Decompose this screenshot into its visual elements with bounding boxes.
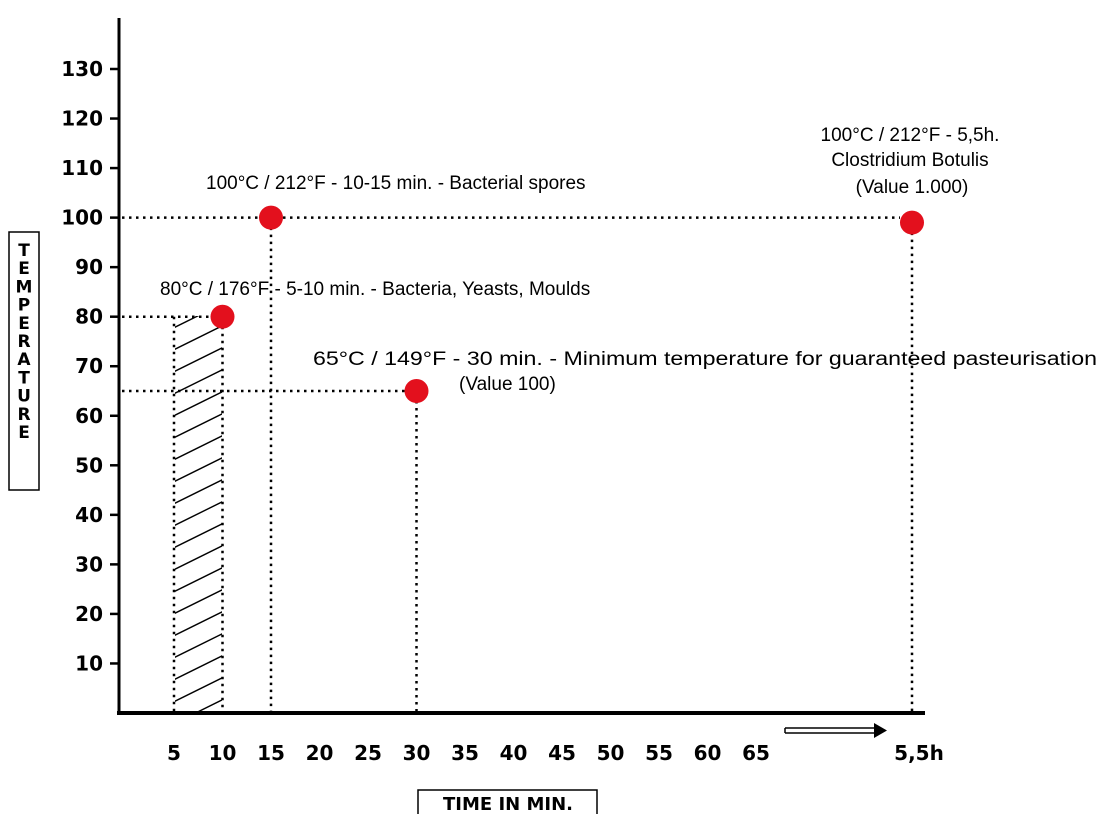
annotation-clostridium-line-2: Clostridium Botulis [831, 150, 988, 171]
x-tick-label: 20 [306, 741, 334, 765]
hatch-line [175, 611, 222, 636]
hatch-line [175, 325, 222, 350]
y-axis-label-letter: T [18, 241, 30, 261]
y-tick-label: 70 [75, 354, 103, 378]
y-tick-label: 50 [75, 453, 103, 477]
x-tick-label: 15 [257, 741, 285, 765]
hatch-line [175, 369, 222, 394]
y-tick-label: 10 [75, 651, 103, 675]
data-point [259, 205, 283, 230]
annotation-pasteurisation-line-1: 65°C / 149°F - 30 min. - Minimum tempera… [313, 349, 1097, 370]
y-axis-label-letter: E [18, 314, 30, 334]
y-axis-label-letter: R [17, 405, 30, 425]
y-axis-label-letter: P [18, 296, 30, 316]
y-tick-label: 90 [75, 255, 103, 279]
y-axis-label-letter: A [17, 350, 31, 370]
hatch-line [175, 457, 222, 482]
y-axis-label-letter: T [18, 368, 30, 388]
y-tick-label: 30 [75, 552, 103, 576]
x-ticks: 5 10 15 20 25 30 35 40 45 50 55 60 65 5,5h [167, 741, 944, 765]
hatch-line [175, 347, 222, 372]
x-axis-label: TIME IN MIN. [443, 794, 573, 814]
x-tick-label: 60 [694, 741, 722, 765]
x-tick-label: 40 [500, 741, 528, 765]
x-tick-label: 30 [403, 741, 431, 765]
y-tick-label: 120 [61, 107, 103, 131]
hatch-line [175, 545, 222, 570]
y-axis-label-letter: M [16, 277, 33, 297]
data-point [404, 379, 429, 403]
x-axis-title: TIME IN MIN. [417, 789, 598, 814]
y-axis-label-letter: R [17, 332, 30, 352]
axis-break-arrow-icon [784, 723, 887, 738]
hatch-line [175, 316, 200, 328]
y-tick-label: 80 [75, 305, 103, 329]
data-point [210, 304, 235, 329]
data-point [900, 210, 924, 235]
annotations: 100°C / 212°F - 10-15 min. - Bacterial s… [160, 125, 1097, 395]
y-ticks: 10 20 30 40 50 60 70 80 90 100 110 120 130 [61, 57, 119, 675]
annotation-bacterial-spores: 100°C / 212°F - 10-15 min. - Bacterial s… [206, 173, 586, 194]
hatch-line [175, 677, 222, 702]
y-axis-label-letter: E [18, 423, 30, 443]
reference-lines [122, 216, 914, 711]
y-tick-label: 60 [75, 404, 103, 428]
hatch-line [175, 589, 222, 614]
x-tick-label: 10 [209, 741, 237, 765]
y-tick-label: 20 [75, 602, 103, 626]
hatch-line [175, 479, 222, 504]
hatched-region [172, 316, 225, 813]
x-tick-label: 35 [451, 741, 479, 765]
hatch-line [175, 633, 222, 658]
annotation-pasteurisation-line-2: (Value 100) [459, 374, 556, 395]
x-tick-label: 25 [354, 741, 382, 765]
hatch-line [175, 523, 222, 548]
hatch-line [175, 391, 222, 416]
x-tick-label: 5 [167, 741, 181, 765]
x-tick-label: 5,5h [894, 741, 944, 765]
y-tick-label: 110 [61, 156, 103, 180]
y-tick-label: 100 [61, 206, 103, 230]
annotation-bacteria-yeasts-moulds: 80°C / 176°F - 5-10 min. - Bacteria, Yea… [160, 279, 590, 300]
data-points [210, 205, 924, 403]
hatch-line [172, 765, 225, 791]
hatch-line [175, 501, 222, 526]
hatch-line [175, 655, 222, 680]
x-tick-label: 55 [645, 741, 673, 765]
annotation-clostridium-line-1: 100°C / 212°F - 5,5h. [821, 125, 1000, 146]
y-axis-label-letter: E [18, 259, 30, 279]
hatch-line [175, 567, 222, 592]
x-tick-label: 45 [548, 741, 576, 765]
hatch-line [172, 787, 225, 813]
hatch-line [175, 435, 222, 460]
x-tick-label: 65 [742, 741, 770, 765]
hatch-line [175, 413, 222, 438]
annotation-clostridium-line-3: (Value 1.000) [856, 177, 969, 198]
x-tick-label: 50 [597, 741, 625, 765]
y-tick-label: 40 [75, 503, 103, 527]
y-axis-label-letter: U [17, 387, 31, 407]
y-tick-label: 130 [61, 57, 103, 81]
